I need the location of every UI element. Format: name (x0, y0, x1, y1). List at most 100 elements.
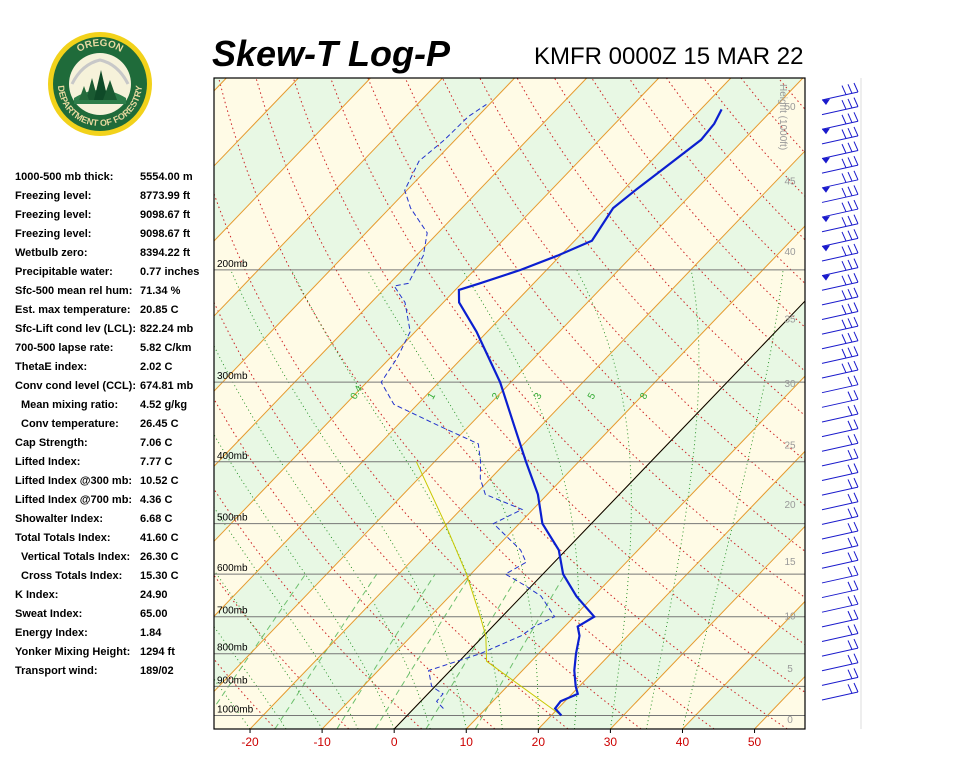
stat-label: Yonker Mixing Height: (15, 646, 130, 658)
isotherm-line (214, 78, 443, 317)
barb-shaft (821, 603, 859, 613)
barb-feather (853, 302, 859, 312)
temperature-trace (457, 108, 723, 717)
barb-feather (847, 596, 853, 606)
barb-feather (853, 229, 859, 239)
moist-adiabat (366, 269, 539, 729)
wind-barb (821, 448, 859, 467)
barb-feather (853, 668, 859, 678)
barb-shaft (821, 252, 859, 262)
isotherm-line (537, 450, 805, 729)
barb-feather (841, 114, 847, 125)
barb-feather (847, 362, 853, 372)
wind-barb (821, 624, 859, 642)
barb-feather (853, 316, 859, 327)
barb-shaft (821, 193, 859, 203)
barb-feather (853, 536, 859, 546)
barb-feather (847, 303, 853, 314)
height-tick: 35 (784, 315, 796, 326)
x-tick-label: -20 (241, 735, 259, 749)
x-tick-label: -10 (313, 735, 331, 749)
barb-feather (841, 348, 847, 359)
isobar-label: 400mb (217, 451, 248, 462)
wind-barb (821, 112, 859, 135)
dry-adiabat (255, 78, 788, 729)
isobar-label: 200mb (217, 259, 248, 270)
barb-feather (847, 142, 853, 153)
barb-feather (847, 157, 853, 167)
barb-shaft (821, 515, 859, 525)
barb-feather (841, 290, 847, 300)
barb-feather (847, 215, 853, 226)
stat-value: 8773.99 ft (140, 190, 190, 202)
barb-shaft (821, 179, 859, 189)
stat-label: K Index: (15, 589, 58, 601)
barb-feather (853, 638, 859, 649)
barb-feather (847, 376, 853, 387)
stat-label: Freezing level: (15, 190, 91, 202)
zero-isotherm (393, 300, 805, 729)
isotherm-line (465, 375, 805, 729)
barb-feather (847, 508, 853, 518)
barb-feather (847, 625, 853, 635)
stat-label: Mean mixing ratio: (21, 399, 118, 411)
isotherm-line (610, 525, 805, 729)
stat-value: 4.36 C (140, 494, 172, 506)
stat-value: 65.00 (140, 608, 168, 620)
barb-flag (822, 99, 830, 105)
parcel-line (415, 461, 562, 716)
barb-feather (847, 318, 853, 328)
barb-feather (853, 448, 859, 459)
barb-feather (853, 214, 859, 224)
stat-value: 71.34 % (140, 285, 181, 297)
wind-barb (821, 287, 859, 306)
barb-feather (847, 98, 853, 109)
stat-value: 1294 ft (140, 646, 175, 658)
barb-flag (822, 274, 830, 281)
dry-adiabat (404, 78, 805, 552)
barb-feather (847, 654, 853, 665)
barb-feather (847, 245, 853, 255)
barb-feather (853, 594, 859, 605)
temperature-line (457, 108, 723, 717)
dewpoint-line (380, 103, 556, 709)
barb-shaft (821, 369, 859, 379)
barb-feather (853, 492, 859, 502)
stat-label: Lifted Index @700 mb: (15, 494, 132, 506)
stat-label: Cap Strength: (15, 437, 88, 449)
barb-feather (847, 479, 853, 489)
stat-label: Vertical Totals Index: (21, 551, 130, 563)
wind-barb (821, 609, 859, 628)
stat-value: 674.81 mb (140, 380, 193, 392)
barb-shaft (821, 632, 859, 642)
barb-flag (822, 186, 830, 193)
isotherm-line (682, 600, 805, 729)
mixing-ratio-label: 1 (426, 391, 439, 402)
wind-barb (821, 360, 859, 379)
barb-shaft (821, 574, 859, 584)
logo-top-text: OREGON (75, 38, 125, 55)
isotherm-line (827, 78, 960, 729)
barb-flag (822, 157, 830, 164)
wind-barb (821, 302, 859, 321)
barb-feather (853, 624, 859, 634)
barb-shaft (821, 135, 859, 145)
station-time: KMFR 0000Z 15 MAR 22 (534, 43, 803, 70)
barb-feather (853, 141, 859, 151)
barb-shaft (821, 471, 859, 481)
stat-value: 9098.67 ft (140, 209, 190, 221)
wind-barb (821, 521, 859, 540)
barb-shaft (821, 267, 859, 277)
barb-feather (853, 331, 859, 341)
stat-value: 7.77 C (140, 456, 172, 468)
wind-barb (821, 390, 859, 408)
moist-adiabat (214, 433, 395, 729)
isotherm-line (214, 78, 515, 392)
mixing-ratio-lines (214, 573, 566, 729)
barb-shaft (821, 530, 859, 540)
wind-barb (821, 668, 859, 686)
wind-barb (821, 346, 859, 364)
wind-barb (821, 199, 859, 223)
barb-feather (853, 170, 859, 181)
wind-barb (821, 492, 859, 511)
